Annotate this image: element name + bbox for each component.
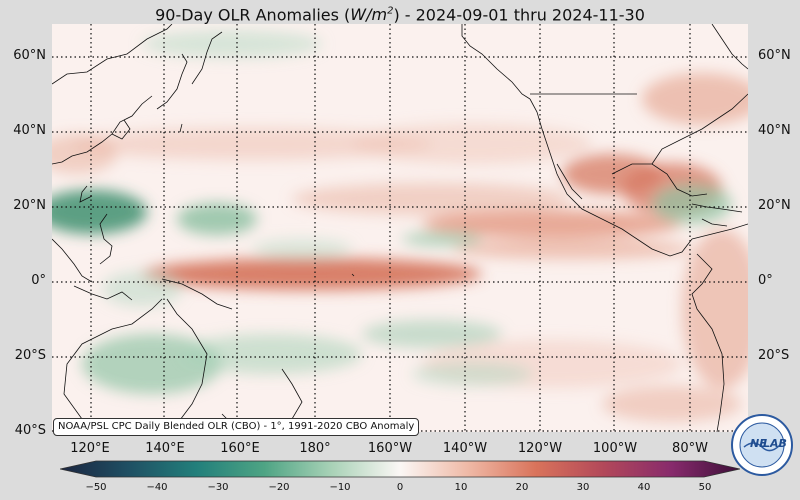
lat-label-left: 20°N xyxy=(13,198,46,213)
lat-label-left: 40°N xyxy=(13,123,46,138)
colorbar-tick: −30 xyxy=(207,482,229,493)
lon-label: 140°E xyxy=(145,441,185,456)
colorbar-tick: −10 xyxy=(329,482,351,493)
lon-label: 100°W xyxy=(592,441,638,456)
lon-label: 80°W xyxy=(672,441,708,456)
lat-label-right: 40°N xyxy=(758,123,791,138)
colorbar-tick: 20 xyxy=(515,482,529,493)
coastlines xyxy=(52,24,748,432)
colorbar-tick: 30 xyxy=(576,482,590,493)
colorbar-tick: −20 xyxy=(268,482,290,493)
colorbar-tick: −50 xyxy=(85,482,107,493)
lat-label-right: 20°S xyxy=(758,348,790,363)
lon-label: 180° xyxy=(299,441,331,456)
colorbar-tick: −40 xyxy=(146,482,168,493)
olr-anomaly-map xyxy=(52,24,748,432)
lon-label: 140°W xyxy=(442,441,488,456)
colorbar-tick: 40 xyxy=(637,482,651,493)
title-prefix: 90-Day OLR Anomalies ( xyxy=(155,5,351,25)
lat-label-left: 0° xyxy=(31,273,46,288)
noaa-lab-logo: NE LAB xyxy=(731,414,793,476)
logo-text-b: LAB xyxy=(763,437,787,450)
title-unit: W/m2 xyxy=(350,5,394,25)
lon-label: 120°E xyxy=(70,441,110,456)
colorbar-tick: 10 xyxy=(454,482,468,493)
lon-label: 120°W xyxy=(517,441,563,456)
colorbar-tick: 0 xyxy=(396,482,404,493)
lat-label-right: 0° xyxy=(758,273,773,288)
lat-label-left: 40°S xyxy=(14,423,46,438)
lat-label-left: 20°S xyxy=(14,348,46,363)
anomaly-field xyxy=(52,30,748,422)
lat-label-left: 60°N xyxy=(13,48,46,63)
map-title: 90-Day OLR Anomalies (W/m2) - 2024-09-01… xyxy=(0,0,800,24)
lon-label: 160°E xyxy=(220,441,260,456)
data-source-credit: NOAA/PSL CPC Daily Blended OLR (CBO) - 1… xyxy=(53,418,420,436)
colorbar-tick: 50 xyxy=(698,482,712,493)
lat-label-right: 20°N xyxy=(758,198,791,213)
colorbar xyxy=(60,460,740,478)
lat-label-right: 60°N xyxy=(758,48,791,63)
lon-label: 160°W xyxy=(367,441,413,456)
logo-text-a: NE xyxy=(750,437,767,450)
title-suffix: ) - 2024-09-01 thru 2024-11-30 xyxy=(393,5,645,25)
graticule xyxy=(52,24,748,432)
